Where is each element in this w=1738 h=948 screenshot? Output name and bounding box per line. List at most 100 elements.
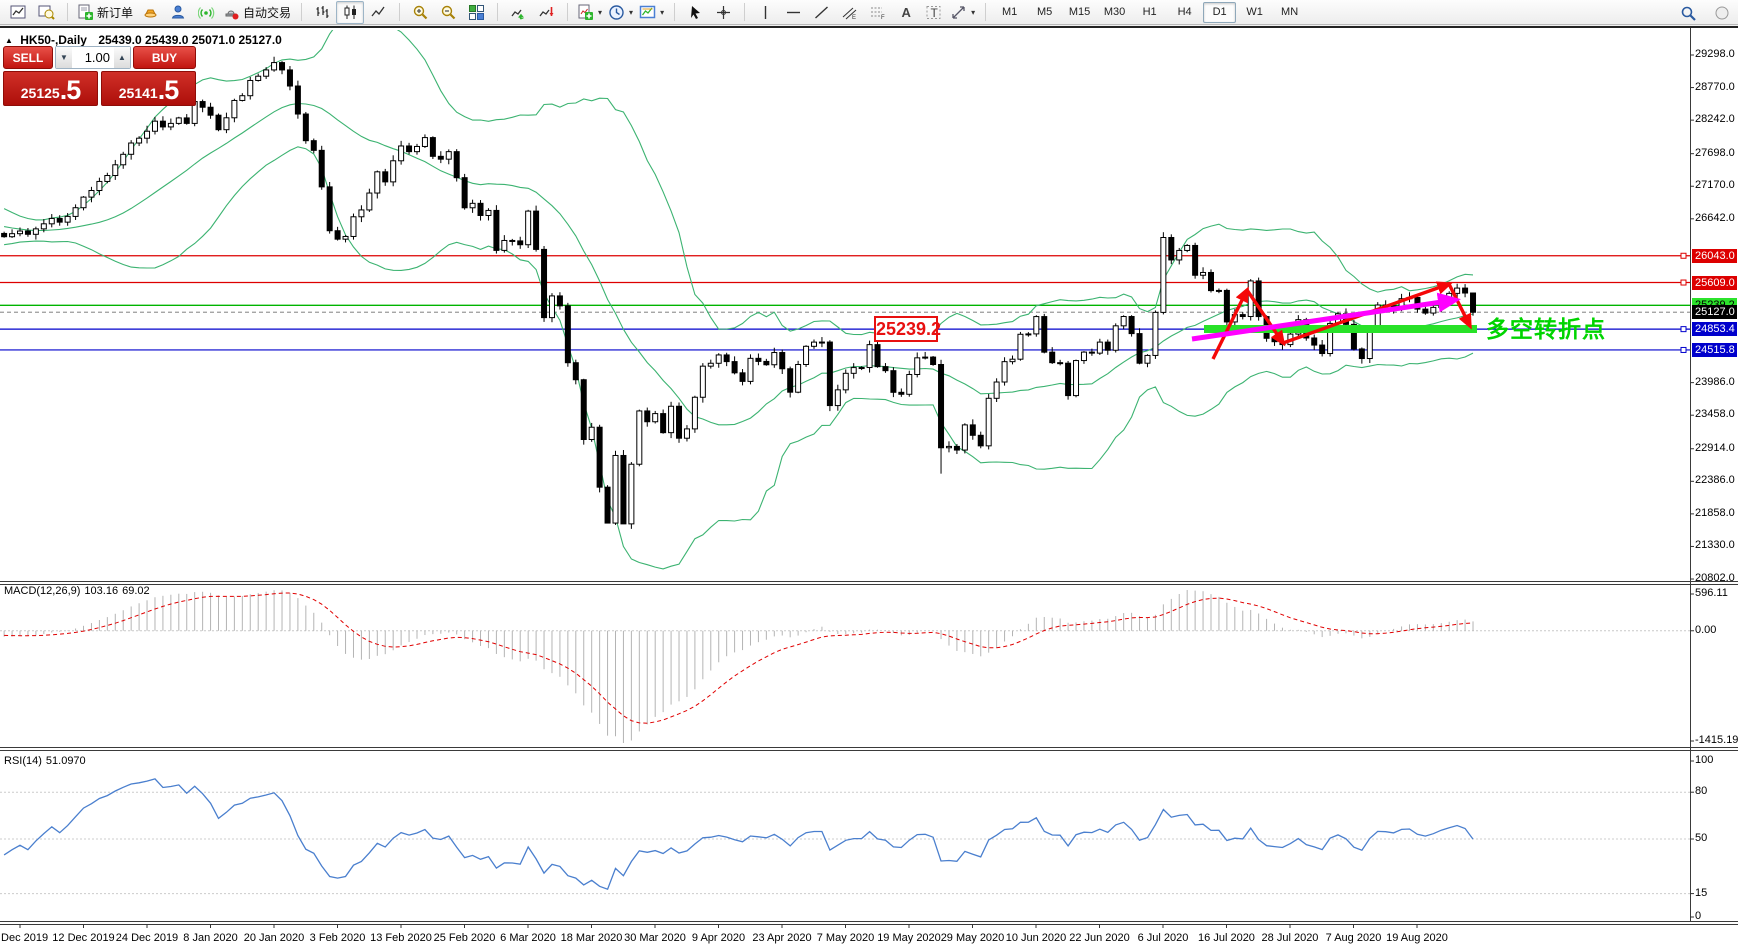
periods-button[interactable]: ▾ [605, 1, 636, 24]
buy-price-pips: .5 [157, 75, 180, 105]
timeframe-m1-button[interactable]: M1 [1001, 6, 1018, 18]
date-tick-label: 9 Apr 2020 [691, 932, 746, 944]
chart-profiles-button[interactable] [32, 1, 60, 24]
volume-increase-button[interactable]: ▲ [114, 47, 130, 68]
dropdown-caret-icon[interactable]: ▾ [629, 7, 634, 17]
toolbar-separator [60, 3, 68, 21]
toolbar-separator [667, 3, 676, 21]
auto-scroll-button[interactable] [504, 1, 532, 24]
macd-layer [0, 590, 1690, 743]
crosshair-button[interactable] [709, 1, 737, 24]
line-mode-icon [370, 4, 387, 21]
timeframe-m15-button[interactable]: M15 [1068, 6, 1091, 18]
timeframe-h4-button[interactable]: H4 [1177, 6, 1192, 18]
indicators-button[interactable]: ▾ [574, 1, 605, 24]
date-tick-label: 29 May 2020 [940, 932, 1005, 944]
trendline-button[interactable] [807, 1, 835, 24]
date-tick-label: 12 Dec 2019 [52, 932, 115, 944]
new-order-button[interactable]: 新订单 [74, 1, 136, 24]
volume-stepper[interactable]: ▼ 1.00 ▲ [55, 46, 131, 69]
sell-price-box[interactable]: 25125 .5 [3, 71, 98, 106]
chart-profile-icon [38, 4, 55, 21]
candlestick-mode-button[interactable] [336, 0, 365, 24]
line-chart-mode-button[interactable] [364, 1, 392, 24]
volume-decrease-button[interactable]: ▼ [56, 47, 72, 68]
bars-mode-icon [314, 4, 331, 21]
price-tick-label: 20802.0 [1695, 572, 1735, 585]
price-tick-label: 26642.0 [1695, 211, 1735, 224]
date-tick-label: 23 Apr 2020 [752, 932, 812, 944]
rsi-axis-label: 80 [1695, 785, 1708, 798]
level-line-handle[interactable] [1680, 346, 1687, 353]
magenta-trend-arrow[interactable] [1191, 292, 1461, 342]
zoom-out-button[interactable] [434, 1, 462, 24]
navigator-button[interactable] [192, 1, 220, 24]
one-click-trade-panel: SELL ▼ 1.00 ▲ BUY 25125 .5 25141 .5 [3, 46, 196, 106]
red-zigzag-arrow[interactable] [1245, 289, 1286, 347]
autoscroll-icon [510, 4, 527, 21]
buy-price-box[interactable]: 25141 .5 [101, 71, 196, 106]
volume-value[interactable]: 1.00 [84, 50, 110, 65]
autotrading-button[interactable]: 自动交易 [220, 1, 294, 24]
level-line-handle[interactable] [1680, 279, 1687, 286]
shapes-icon [950, 4, 967, 21]
fibonacci-button[interactable]: F [863, 1, 891, 24]
tile-windows-button[interactable] [462, 1, 490, 24]
market-watch-button[interactable] [136, 1, 164, 24]
horizontal-line-button[interactable] [779, 1, 807, 24]
price-level-label: 26043.0 [1692, 248, 1737, 263]
new-order-icon [77, 4, 94, 21]
candles-layer [1, 56, 1477, 529]
level-line-handle[interactable] [1680, 252, 1687, 259]
buy-button[interactable]: BUY [133, 46, 196, 69]
toolbar-separator [560, 3, 569, 21]
date-tick-label: 2 Dec 2019 [0, 932, 49, 944]
toolbar-separator [737, 3, 746, 21]
rsi-line [3, 778, 1474, 891]
red-zigzag-arrow[interactable] [1211, 286, 1249, 360]
timeframe-w1-button[interactable]: W1 [1246, 6, 1263, 18]
timeframe-m30-button[interactable]: M30 [1103, 6, 1126, 18]
timeframe-d1-button[interactable]: D1 [1203, 1, 1237, 23]
green-highlight-bar[interactable] [1204, 325, 1477, 333]
vertical-line-button[interactable] [751, 1, 779, 24]
level-line-handle[interactable] [1680, 326, 1687, 333]
sell-button[interactable]: SELL [3, 46, 53, 69]
chart-shift-button[interactable] [532, 1, 560, 24]
date-tick-label: 6 Jul 2020 [1137, 932, 1189, 944]
text-button[interactable]: A [891, 1, 919, 24]
dropdown-caret-icon[interactable]: ▾ [971, 7, 976, 17]
bar-chart-mode-button[interactable] [308, 1, 336, 24]
svg-text:F: F [881, 15, 885, 21]
text-a-icon: A [897, 4, 914, 21]
arrows-button[interactable]: ▾ [947, 1, 978, 24]
pivot-note-annotation[interactable]: 多空转折点 [1486, 316, 1606, 342]
data-window-button[interactable] [164, 1, 192, 24]
price-level-annotation[interactable]: 25239.2 [874, 316, 941, 342]
chat-button[interactable] [1708, 2, 1736, 25]
new-chart-button[interactable] [4, 1, 32, 24]
equidistant-channel-button[interactable]: E [835, 1, 863, 24]
chart-canvas[interactable] [0, 28, 1738, 948]
person-icon [170, 4, 187, 21]
toolbar-separator [978, 3, 987, 21]
date-tick-label: 10 Jun 2020 [1005, 932, 1067, 944]
candles-mode-icon [342, 4, 359, 21]
tile-icon [468, 4, 485, 21]
zoom-in-button[interactable] [406, 1, 434, 24]
templates-button[interactable]: ▾ [636, 1, 667, 24]
dropdown-caret-icon[interactable]: ▾ [598, 7, 603, 17]
timeframe-mn-button[interactable]: MN [1281, 6, 1299, 18]
search-button[interactable] [1674, 2, 1702, 25]
text-label-button[interactable]: T [919, 1, 947, 24]
template-icon [639, 4, 656, 21]
rsi-axis-label: 0 [1695, 910, 1702, 922]
timeframe-m5-button[interactable]: M5 [1036, 6, 1053, 18]
collapse-arrow-icon[interactable]: ▲ [5, 36, 13, 45]
timeframe-h1-button[interactable]: H1 [1142, 6, 1157, 18]
new-order-button-label: 新订单 [97, 5, 134, 20]
indicators-icon [577, 4, 594, 21]
dropdown-caret-icon[interactable]: ▾ [660, 7, 665, 17]
cursor-button[interactable] [681, 1, 709, 24]
